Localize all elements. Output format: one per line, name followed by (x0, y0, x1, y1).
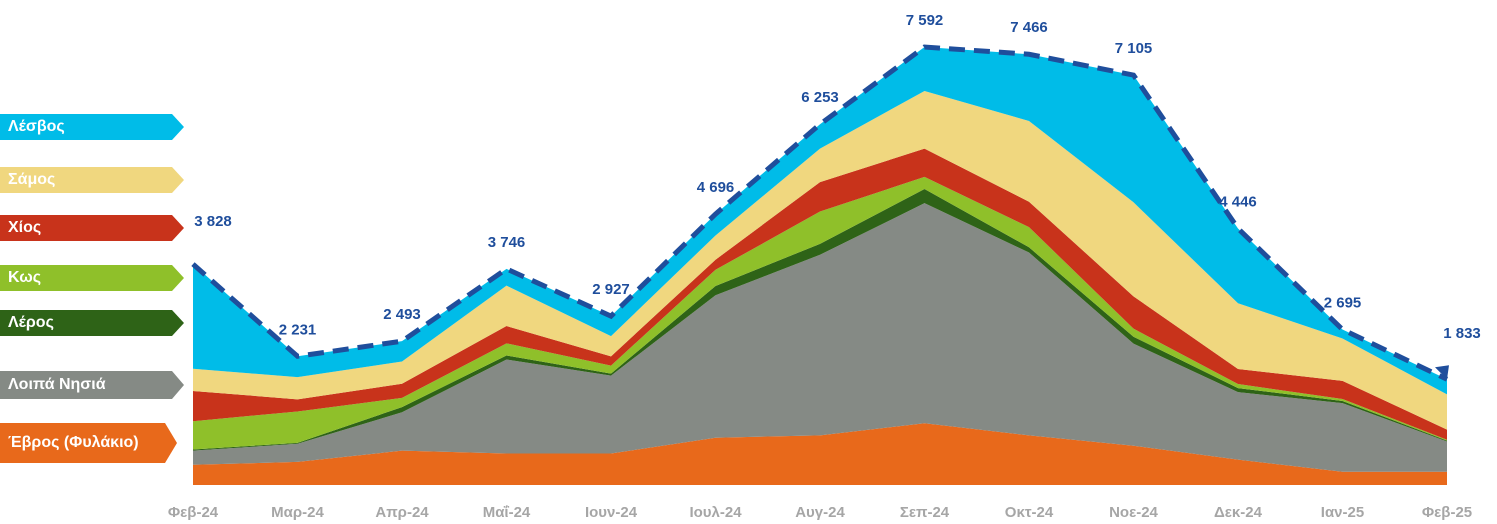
total-label: 4 696 (697, 179, 735, 196)
x-tick-label: Μαΐ-24 (483, 504, 531, 521)
total-label: 3 746 (488, 234, 526, 251)
legend-tag (0, 423, 177, 463)
legend-label: Λοιπά Νησιά (8, 376, 106, 393)
x-tick-label: Δεκ-24 (1214, 504, 1263, 521)
legend-tag (0, 167, 184, 193)
total-arrow (1435, 365, 1449, 380)
total-label: 7 592 (906, 12, 944, 29)
area (193, 47, 1447, 395)
legend-label: Λέρος (8, 314, 54, 331)
legend-label: Έβρος (Φυλάκιο) (8, 434, 139, 451)
legend-label: Χίος (8, 219, 41, 236)
x-tick-label: Απρ-24 (375, 504, 429, 521)
x-tick-label: Σεπ-24 (900, 504, 950, 521)
total-label: 2 695 (1324, 294, 1362, 311)
x-tick-label: Φεβ-24 (168, 504, 219, 521)
x-tick-label: Ιουλ-24 (689, 504, 742, 521)
area (193, 176, 1447, 450)
legend-tag (0, 265, 184, 291)
total-label: 7 105 (1115, 40, 1153, 57)
total-label: 2 927 (592, 281, 630, 298)
legend-label: Κως (8, 269, 41, 286)
legend-tag (0, 114, 184, 140)
legend-tag (0, 371, 184, 399)
x-tick-label: Μαρ-24 (271, 504, 324, 521)
total-label: 4 446 (1219, 193, 1257, 210)
legend-tag (0, 215, 184, 241)
x-tick-label: Φεβ-25 (1422, 504, 1472, 521)
total-label: 6 253 (801, 89, 839, 106)
legend-tag (0, 310, 184, 336)
legend-label: Σάμος (8, 171, 55, 188)
area (193, 148, 1447, 440)
area (193, 423, 1447, 485)
total-label: 3 828 (194, 213, 232, 230)
total-label: 2 231 (279, 321, 317, 338)
legend-label: Λέσβος (8, 118, 65, 135)
area (193, 203, 1447, 472)
x-tick-label: Ιαν-25 (1321, 504, 1364, 521)
total-label: 7 466 (1010, 19, 1048, 36)
x-tick-label: Αυγ-24 (795, 504, 845, 521)
total-label: 2 493 (383, 306, 421, 323)
total-label: 1 833 (1443, 325, 1481, 342)
area (193, 90, 1447, 430)
x-tick-label: Νοε-24 (1109, 504, 1158, 521)
x-tick-label: Οκτ-24 (1005, 504, 1054, 521)
x-tick-label: Ιουν-24 (585, 504, 638, 521)
